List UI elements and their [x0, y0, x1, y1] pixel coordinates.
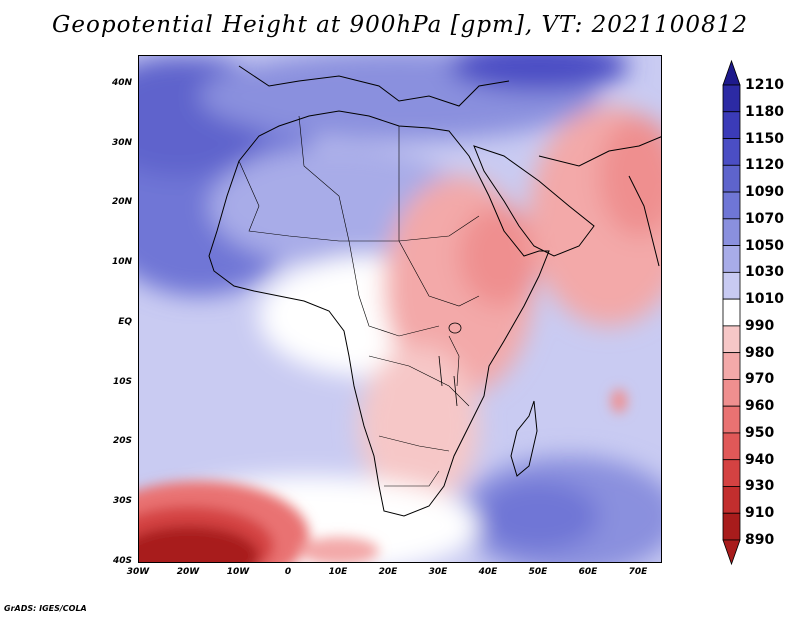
colorbar-swatch — [722, 298, 741, 327]
lon-tick-30w: 30W — [126, 567, 150, 577]
algeria-border — [298, 115, 350, 242]
lon-tick-0: 0 — [284, 567, 292, 577]
lat-tick-10s: 10S — [112, 377, 132, 387]
colorbar-swatch — [722, 138, 741, 166]
colorbar-top-arrow — [722, 59, 741, 86]
colorbar-level-label: 980 — [745, 344, 775, 361]
colorbar-level-label: 1210 — [745, 77, 784, 93]
lon-tick-20w: 20W — [176, 567, 200, 577]
colorbar-swatch — [722, 459, 741, 487]
height-field-map — [139, 56, 661, 562]
arabia-coastline — [473, 145, 595, 257]
madagascar-coastline — [510, 400, 538, 477]
colorbar-swatch — [722, 245, 741, 273]
colorbar-level-label: 940 — [745, 451, 775, 468]
lat-tick-40s: 40S — [112, 556, 132, 566]
colorbar-level-label: 990 — [745, 317, 775, 334]
lon-tick-20e: 20E — [378, 567, 398, 577]
colorbar-bottom-arrow — [722, 539, 741, 566]
lon-tick-10w: 10W — [226, 567, 250, 577]
lat-tick-20s: 20S — [112, 436, 132, 446]
low-secondary — [299, 537, 379, 562]
lon-tick-40e: 40E — [478, 567, 498, 577]
europe-coastline — [238, 65, 510, 107]
low-core — [139, 526, 259, 562]
lat-tick-40n: 40N — [111, 78, 132, 88]
colorbar-level-label: 1120 — [745, 157, 784, 174]
lat-tick-20n: 20N — [111, 197, 132, 207]
lon-tick-30e: 30E — [428, 567, 448, 577]
indian-ocean-spot — [611, 389, 627, 413]
colorbar-swatch — [722, 512, 741, 541]
colorbar-level-label: 960 — [745, 398, 775, 415]
colorbar-level-label: 970 — [745, 371, 775, 388]
colorbar-level-label: 1090 — [745, 184, 784, 201]
lake-malawi — [453, 375, 458, 407]
colorbar-level-label: 1150 — [745, 130, 784, 147]
lat-tick-10n: 10N — [111, 257, 132, 267]
lat-tick-eq: EQ — [118, 317, 132, 327]
lon-tick-60e: 60E — [578, 567, 598, 577]
northeast-high — [449, 56, 629, 91]
colorbar-level-label: 1010 — [745, 291, 784, 308]
southern-border — [384, 470, 440, 487]
colorbar-swatch — [722, 486, 741, 514]
map-title: Geopotential Height at 900hPa [gpm], VT:… — [52, 12, 748, 38]
lat-tick-30s: 30S — [112, 496, 132, 506]
lake-tanganyika — [438, 355, 443, 387]
colorbar-swatch — [722, 379, 741, 407]
colorbar-swatch — [722, 352, 741, 380]
colorbar-swatch — [722, 164, 741, 193]
colorbar-swatch — [722, 271, 741, 300]
colorbar-swatch — [722, 405, 741, 434]
colorbar-level-label: 1030 — [745, 264, 784, 281]
footer-credit: GrADS: IGES/COLA — [4, 604, 87, 613]
lon-tick-10e: 10E — [328, 567, 348, 577]
ethiopia-low — [459, 206, 539, 306]
angola-zambia-border — [378, 435, 450, 452]
colorbar-level-label: 1180 — [745, 103, 784, 120]
asia-low-core — [599, 116, 661, 236]
east-africa-border — [448, 335, 460, 387]
colorbar-swatch — [722, 432, 741, 461]
coastlines — [208, 65, 661, 517]
colorbar-swatch — [722, 111, 741, 139]
lat-tick-30n: 30N — [111, 138, 132, 148]
colorbar-swatch — [722, 325, 741, 354]
colorbar-swatch — [722, 191, 741, 220]
colorbar-swatch — [722, 218, 741, 246]
india-coastline — [628, 175, 660, 267]
colorbar-level-label: 910 — [745, 505, 775, 522]
south-atlantic-low — [139, 389, 627, 562]
colorbar-level-label: 950 — [745, 424, 775, 441]
colorbar-swatch — [722, 84, 741, 113]
indian-high-core — [479, 481, 599, 551]
colorbar-level-label: 890 — [745, 532, 775, 548]
sahel-border — [238, 160, 480, 242]
colorbar-level-label: 1050 — [745, 237, 784, 254]
colorbar-level-label: 930 — [745, 478, 775, 495]
lakes — [438, 322, 462, 407]
iran-coastline — [538, 136, 661, 167]
lon-tick-50e: 50E — [528, 567, 548, 577]
colorbar-level-label: 1070 — [745, 210, 784, 227]
sudan-border — [398, 240, 480, 307]
lon-tick-70e: 70E — [628, 567, 648, 577]
map-panel — [138, 55, 662, 563]
congo-border — [368, 355, 470, 407]
lake-victoria — [448, 322, 462, 334]
country-borders — [238, 115, 480, 487]
central-africa-border — [348, 240, 440, 337]
africa-coastline — [208, 110, 550, 517]
